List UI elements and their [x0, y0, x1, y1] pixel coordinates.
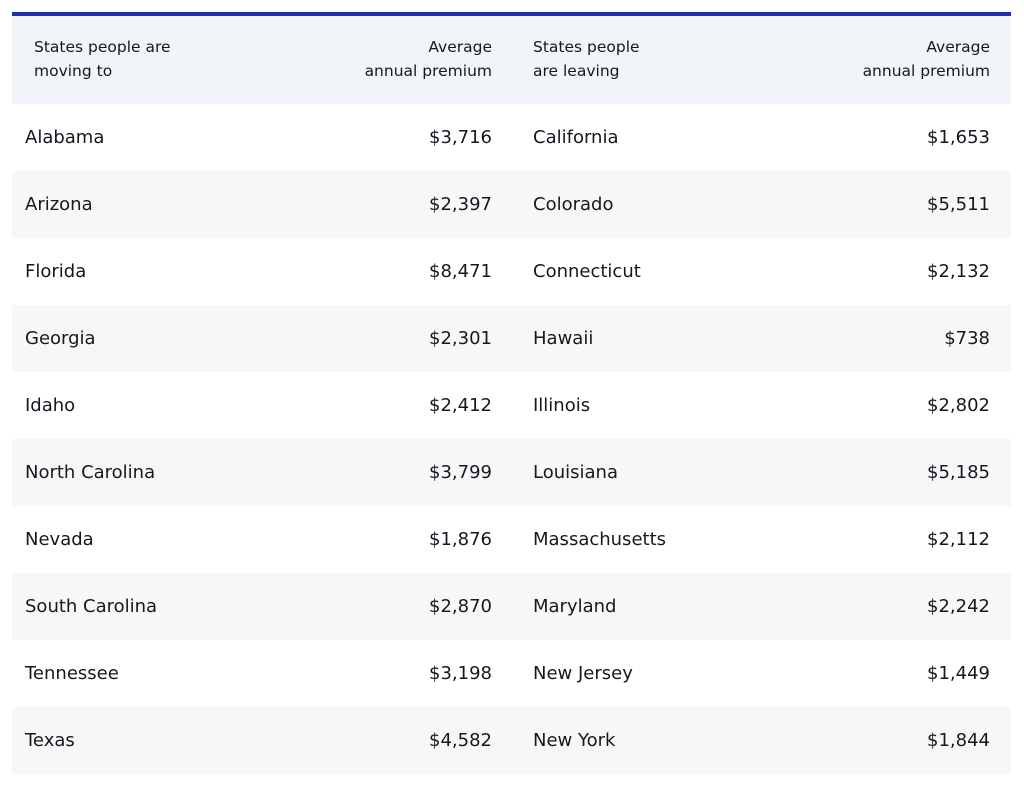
moving-state-cell: Texas — [25, 730, 75, 751]
leaving-premium-cell: $2,242 — [927, 596, 990, 617]
leaving-state-cell: Colorado — [533, 194, 614, 215]
header-moving-to-line-2: moving to — [34, 62, 113, 80]
table-row: South Carolina $2,870 Maryland $2,242 — [12, 573, 1011, 640]
leaving-premium-cell: $738 — [944, 328, 990, 349]
leaving-premium-cell: $2,112 — [927, 529, 990, 550]
header-moving-to-line-1: States people are — [34, 38, 171, 56]
moving-state-cell: North Carolina — [25, 462, 156, 483]
premium-comparison-table: States people are moving to Average annu… — [12, 12, 1011, 774]
header-moving-to-premium-line-1: Average — [428, 38, 492, 56]
moving-premium-cell: $1,876 — [429, 529, 492, 550]
moving-premium-cell: $4,582 — [429, 730, 492, 751]
moving-premium-cell: $2,412 — [429, 395, 492, 416]
leaving-premium-cell: $5,511 — [927, 194, 990, 215]
moving-premium-cell: $3,716 — [429, 127, 492, 148]
header-leaving-premium-line-1: Average — [926, 38, 990, 56]
moving-premium-cell: $2,301 — [429, 328, 492, 349]
moving-state-cell: Georgia — [25, 328, 96, 349]
table-row: Tennessee $3,198 New Jersey $1,449 — [12, 640, 1011, 707]
leaving-state-cell: Louisiana — [533, 462, 618, 483]
leaving-state-cell: Connecticut — [533, 261, 641, 282]
moving-premium-cell: $2,870 — [429, 596, 492, 617]
leaving-state-cell: California — [533, 127, 619, 148]
table-body: Alabama $3,716 California $1,653 Arizona… — [12, 104, 1011, 774]
leaving-state-cell: Massachusetts — [533, 529, 667, 550]
moving-state-cell: Idaho — [25, 395, 76, 416]
leaving-premium-cell: $2,132 — [927, 261, 990, 282]
moving-premium-cell: $8,471 — [429, 261, 492, 282]
table-top-accent-rule — [12, 12, 1011, 16]
moving-state-cell: Alabama — [25, 127, 105, 148]
table-row: Arizona $2,397 Colorado $5,511 — [12, 171, 1011, 238]
header-moving-to: States people are moving to — [12, 16, 287, 104]
header-leaving-premium-line-2: annual premium — [862, 62, 990, 80]
table-header: States people are moving to Average annu… — [12, 16, 1011, 104]
header-leaving-line-1: States people — [533, 38, 640, 56]
table-row: Nevada $1,876 Massachusetts $2,112 — [12, 506, 1011, 573]
leaving-premium-cell: $2,802 — [927, 395, 990, 416]
table-row: Idaho $2,412 Illinois $2,802 — [12, 372, 1011, 439]
header-leaving-line-2: are leaving — [533, 62, 620, 80]
data-table: States people are moving to Average annu… — [12, 16, 1011, 774]
leaving-premium-cell: $1,449 — [927, 663, 990, 684]
moving-state-cell: South Carolina — [25, 596, 158, 617]
table-row: Alabama $3,716 California $1,653 — [12, 104, 1011, 171]
table-row: Florida $8,471 Connecticut $2,132 — [12, 238, 1011, 305]
header-row: States people are moving to Average annu… — [12, 16, 1011, 104]
table-row: North Carolina $3,799 Louisiana $5,185 — [12, 439, 1011, 506]
leaving-state-cell: New York — [533, 730, 616, 751]
header-moving-to-premium: Average annual premium — [287, 16, 498, 104]
table-row: Georgia $2,301 Hawaii $738 — [12, 305, 1011, 372]
leaving-state-cell: Hawaii — [533, 328, 594, 349]
moving-premium-cell: $3,799 — [429, 462, 492, 483]
moving-state-cell: Florida — [25, 261, 87, 282]
leaving-premium-cell: $1,653 — [927, 127, 990, 148]
leaving-premium-cell: $5,185 — [927, 462, 990, 483]
table-row: Texas $4,582 New York $1,844 — [12, 707, 1011, 774]
moving-state-cell: Tennessee — [25, 663, 119, 684]
header-moving-to-premium-line-2: annual premium — [364, 62, 492, 80]
moving-state-cell: Arizona — [25, 194, 93, 215]
leaving-premium-cell: $1,844 — [927, 730, 990, 751]
moving-premium-cell: $3,198 — [429, 663, 492, 684]
leaving-state-cell: Maryland — [533, 596, 617, 617]
header-leaving: States people are leaving — [498, 16, 778, 104]
moving-state-cell: Nevada — [25, 529, 94, 550]
header-leaving-premium: Average annual premium — [778, 16, 1011, 104]
leaving-state-cell: New Jersey — [533, 663, 633, 684]
leaving-state-cell: Illinois — [533, 395, 591, 416]
moving-premium-cell: $2,397 — [429, 194, 492, 215]
